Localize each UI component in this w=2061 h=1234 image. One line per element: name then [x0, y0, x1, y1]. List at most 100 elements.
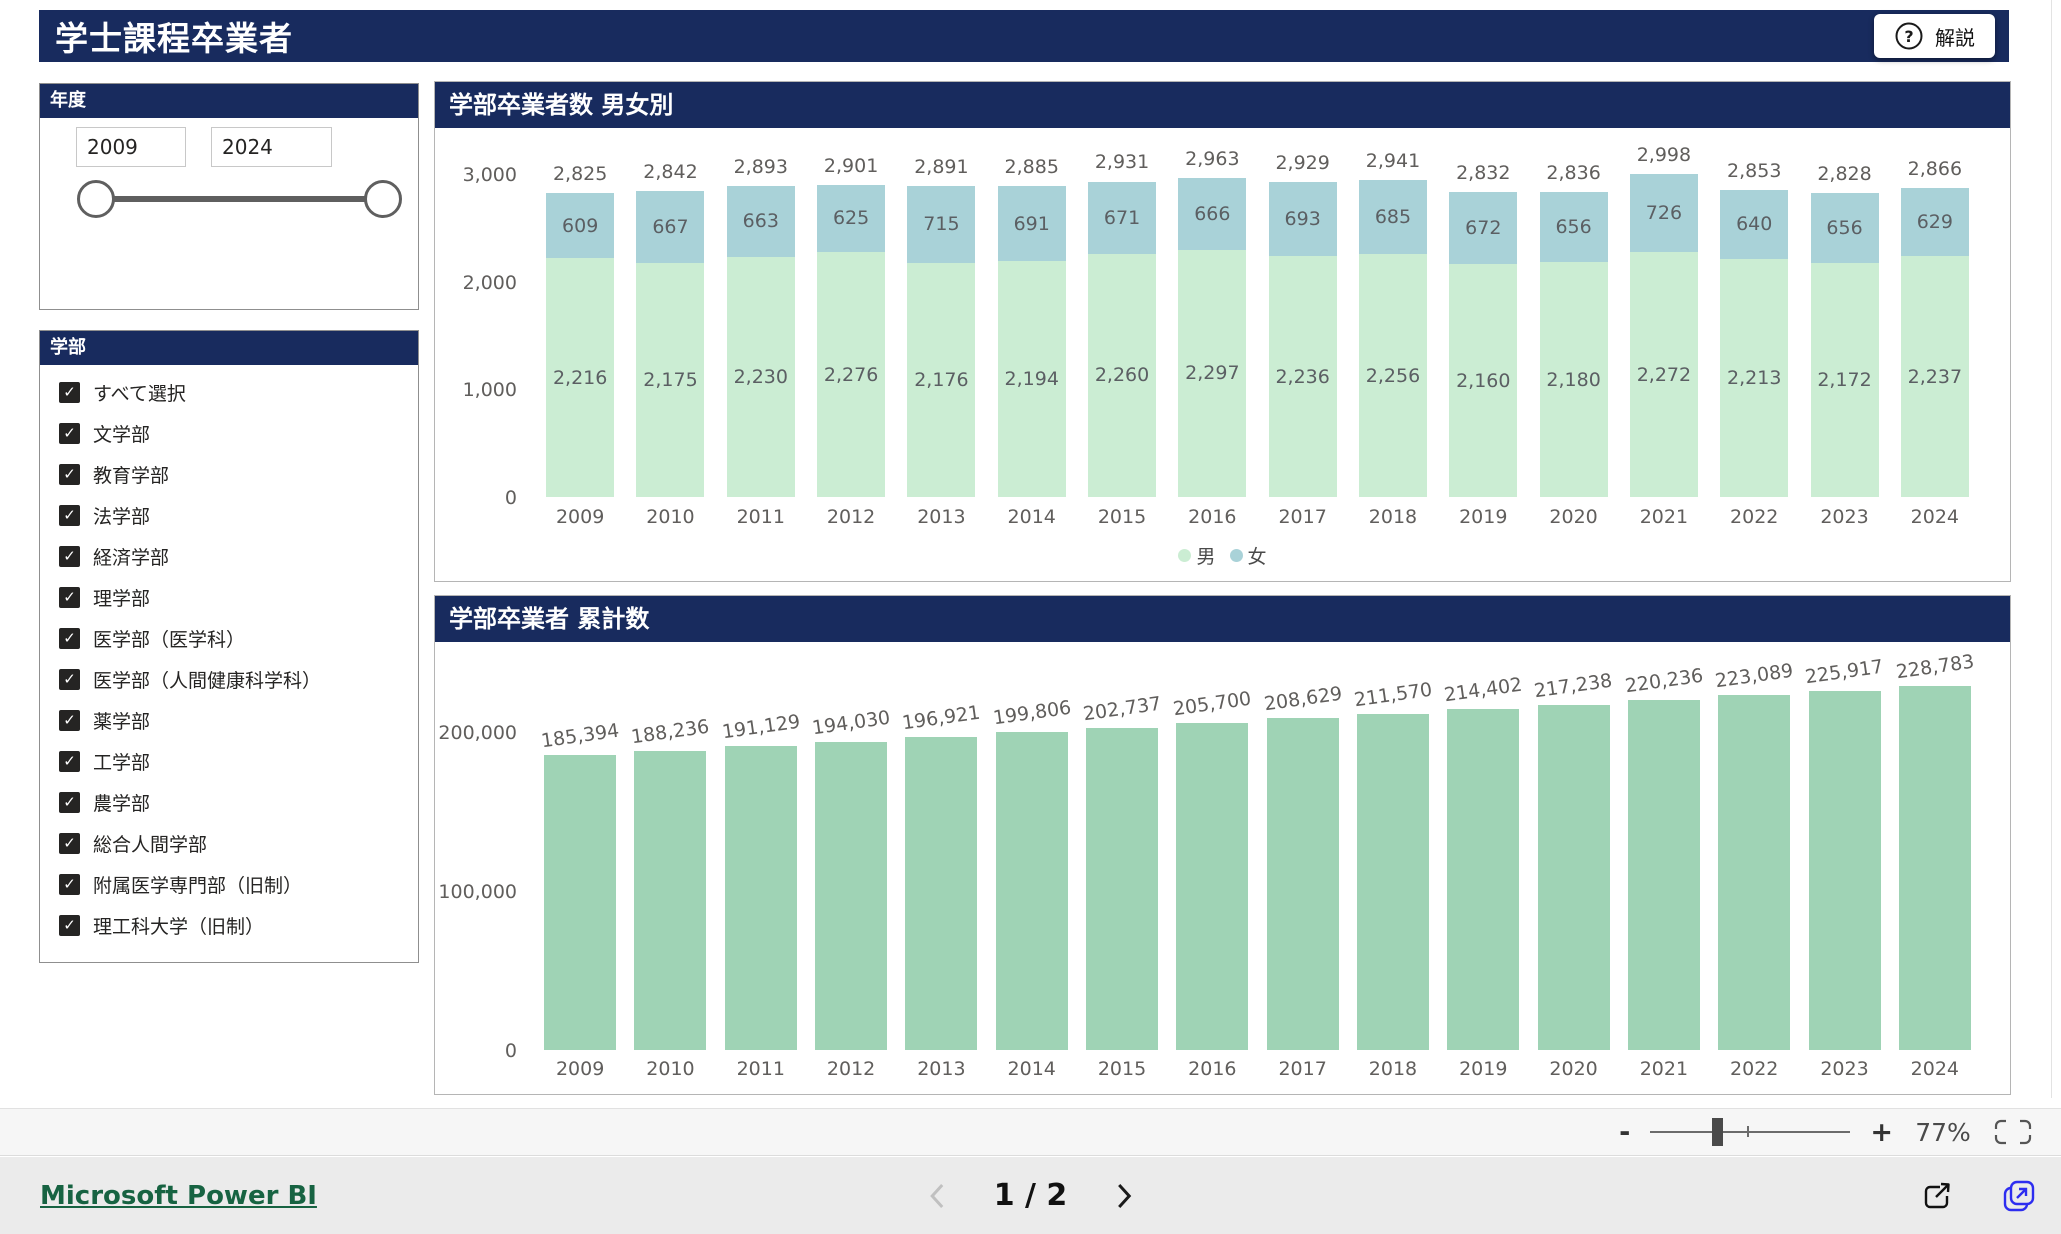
checkbox-checked-icon[interactable]: ✓: [59, 669, 80, 690]
year-end-input[interactable]: [211, 127, 332, 167]
male-segment[interactable]: 2,172: [1810, 263, 1879, 497]
stacked-bar-2019[interactable]: 2,832 672 2,160: [1438, 139, 1528, 497]
female-segment[interactable]: 691: [997, 186, 1066, 261]
checkbox-checked-icon[interactable]: ✓: [59, 710, 80, 731]
female-segment[interactable]: 640: [1720, 189, 1789, 259]
open-in-new-icon[interactable]: [2001, 1178, 2037, 1214]
bar-segment[interactable]: [815, 741, 888, 1050]
checkbox-checked-icon[interactable]: ✓: [59, 382, 80, 403]
stacked-bar-2016[interactable]: 2,963 666 2,297: [1167, 139, 1257, 497]
help-button[interactable]: ? 解説: [1874, 14, 1995, 58]
bar-2020[interactable]: 217,238: [1528, 658, 1618, 1050]
zoom-out-button[interactable]: -: [1619, 1116, 1631, 1148]
male-segment[interactable]: 2,194: [997, 260, 1066, 497]
male-segment[interactable]: 2,213: [1720, 258, 1789, 497]
stacked-bar-2015[interactable]: 2,931 671 2,260: [1077, 139, 1167, 497]
bar-segment[interactable]: [1808, 690, 1881, 1050]
faculty-item[interactable]: ✓ 理工科大学（旧制）: [40, 905, 418, 946]
faculty-item[interactable]: ✓ 農学部: [40, 782, 418, 823]
male-segment[interactable]: 2,175: [636, 262, 705, 497]
year-range-slider-track[interactable]: [96, 196, 383, 202]
female-segment[interactable]: 609: [546, 192, 615, 259]
faculty-item[interactable]: ✓ 法学部: [40, 495, 418, 536]
stacked-bar-2020[interactable]: 2,836 656 2,180: [1528, 139, 1618, 497]
faculty-item[interactable]: ✓ 経済学部: [40, 536, 418, 577]
male-segment[interactable]: 2,297: [1178, 249, 1247, 497]
bar-2011[interactable]: 191,129: [716, 658, 806, 1050]
faculty-item[interactable]: ✓ 総合人間学部: [40, 823, 418, 864]
faculty-item[interactable]: ✓ 理学部: [40, 577, 418, 618]
checkbox-checked-icon[interactable]: ✓: [59, 464, 80, 485]
stacked-bar-2023[interactable]: 2,828 656 2,172: [1799, 139, 1889, 497]
bar-2015[interactable]: 202,737: [1077, 658, 1167, 1050]
zoom-slider[interactable]: [1650, 1118, 1851, 1146]
faculty-item[interactable]: ✓ 医学部（医学科）: [40, 618, 418, 659]
stacked-bar-2024[interactable]: 2,866 629 2,237: [1890, 139, 1980, 497]
bar-segment[interactable]: [1266, 718, 1339, 1050]
checkbox-checked-icon[interactable]: ✓: [59, 546, 80, 567]
female-segment[interactable]: 726: [1629, 174, 1698, 253]
checkbox-checked-icon[interactable]: ✓: [59, 628, 80, 649]
next-page-icon[interactable]: [1115, 1181, 1133, 1211]
female-segment[interactable]: 715: [907, 185, 976, 263]
male-segment[interactable]: 2,216: [546, 258, 615, 497]
bar-2010[interactable]: 188,236: [625, 658, 715, 1050]
checkbox-checked-icon[interactable]: ✓: [59, 915, 80, 936]
faculty-item[interactable]: ✓ 工学部: [40, 741, 418, 782]
bar-segment[interactable]: [634, 750, 707, 1050]
bar-2013[interactable]: 196,921: [896, 658, 986, 1050]
bar-2022[interactable]: 223,089: [1709, 658, 1799, 1050]
bar-2014[interactable]: 199,806: [987, 658, 1077, 1050]
bar-2021[interactable]: 220,236: [1619, 658, 1709, 1050]
stacked-bar-2022[interactable]: 2,853 640 2,213: [1709, 139, 1799, 497]
checkbox-checked-icon[interactable]: ✓: [59, 423, 80, 444]
bar-segment[interactable]: [995, 732, 1068, 1050]
bar-segment[interactable]: [1447, 709, 1520, 1050]
stacked-bar-2014[interactable]: 2,885 691 2,194: [987, 139, 1077, 497]
bar-2019[interactable]: 214,402: [1438, 658, 1528, 1050]
checkbox-checked-icon[interactable]: ✓: [59, 505, 80, 526]
bar-2009[interactable]: 185,394: [535, 658, 625, 1050]
bar-2018[interactable]: 211,570: [1348, 658, 1438, 1050]
faculty-item[interactable]: ✓ 教育学部: [40, 454, 418, 495]
stacked-bar-2012[interactable]: 2,901 625 2,276: [806, 139, 896, 497]
bar-segment[interactable]: [1718, 695, 1791, 1050]
faculty-item[interactable]: ✓ 薬学部: [40, 700, 418, 741]
female-segment[interactable]: 693: [1268, 181, 1337, 257]
male-segment[interactable]: 2,276: [817, 252, 886, 497]
checkbox-checked-icon[interactable]: ✓: [59, 833, 80, 854]
stacked-bar-2018[interactable]: 2,941 685 2,256: [1348, 139, 1438, 497]
bar-segment[interactable]: [544, 755, 617, 1050]
female-segment[interactable]: 671: [1088, 181, 1157, 254]
male-segment[interactable]: 2,180: [1539, 262, 1608, 497]
bar-segment[interactable]: [905, 736, 978, 1050]
bar-segment[interactable]: [1176, 722, 1249, 1050]
slider-handle-end[interactable]: [364, 180, 402, 218]
bar-2023[interactable]: 225,917: [1799, 655, 1889, 1050]
zoom-in-button[interactable]: +: [1870, 1116, 1893, 1148]
male-segment[interactable]: 2,176: [907, 262, 976, 497]
stacked-bar-2021[interactable]: 2,998 726 2,272: [1619, 139, 1709, 497]
female-segment[interactable]: 625: [817, 184, 886, 252]
bar-segment[interactable]: [1086, 727, 1159, 1050]
female-segment[interactable]: 656: [1539, 191, 1608, 263]
bar-segment[interactable]: [1898, 686, 1971, 1050]
female-segment[interactable]: 629: [1900, 188, 1969, 257]
checkbox-checked-icon[interactable]: ✓: [59, 874, 80, 895]
male-segment[interactable]: 2,256: [1358, 254, 1427, 497]
faculty-item[interactable]: ✓ 文学部: [40, 413, 418, 454]
year-start-input[interactable]: [76, 127, 186, 167]
bar-2024[interactable]: 228,783: [1890, 651, 1980, 1050]
male-segment[interactable]: 2,272: [1629, 252, 1698, 497]
female-segment[interactable]: 685: [1358, 180, 1427, 255]
male-segment[interactable]: 2,230: [726, 256, 795, 497]
slider-handle-start[interactable]: [77, 180, 115, 218]
faculty-item[interactable]: ✓ すべて選択: [40, 372, 418, 413]
bar-segment[interactable]: [724, 746, 797, 1050]
prev-page-icon[interactable]: [928, 1181, 946, 1211]
legend-item[interactable]: 女: [1229, 542, 1267, 569]
fit-to-page-icon[interactable]: [1993, 1118, 2033, 1146]
female-segment[interactable]: 663: [726, 185, 795, 257]
zoom-slider-handle[interactable]: [1712, 1118, 1724, 1146]
male-segment[interactable]: 2,237: [1900, 256, 1969, 497]
